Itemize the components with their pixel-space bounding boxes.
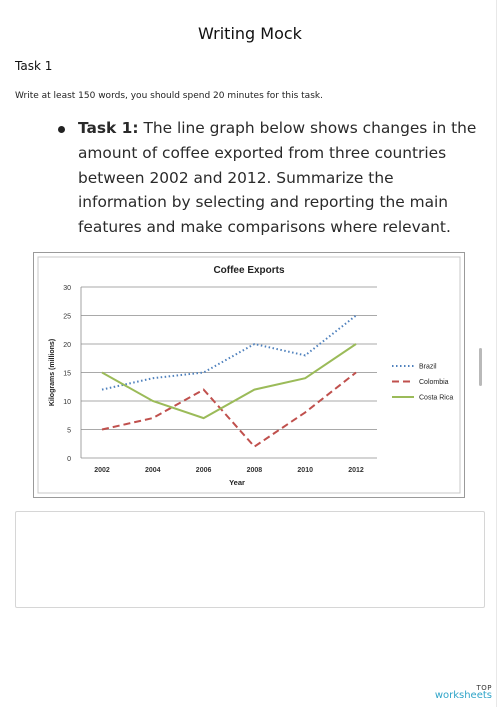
scrollbar-thumb[interactable]	[479, 348, 482, 386]
page-title: Writing Mock	[198, 24, 302, 43]
x-tick-label: 2006	[196, 467, 212, 474]
instruction-text: Write at least 150 words, you should spe…	[15, 91, 323, 101]
y-axis-label: Kilograms (millions)	[49, 339, 56, 406]
x-tick-label: 2002	[94, 467, 110, 474]
x-axis-label: Year	[229, 478, 245, 487]
y-tick-label: 0	[67, 456, 71, 463]
brand-logo: TOP worksheets	[435, 684, 492, 701]
y-tick-label: 15	[63, 371, 71, 378]
task-text: Task 1: The line graph below shows chang…	[78, 116, 478, 240]
legend-label: Brazil	[419, 364, 437, 371]
legend-label: Costa Rica	[419, 395, 453, 402]
legend-label: Colombia	[419, 379, 449, 386]
task-label: Task 1	[15, 59, 53, 73]
y-tick-label: 10	[63, 399, 71, 406]
task-body: The line graph below shows changes in th…	[78, 119, 477, 237]
y-tick-label: 5	[67, 428, 71, 435]
coffee-exports-chart: Coffee Exports 0 5 10 15 20 25 30 2002 2004 2006 20…	[37, 256, 461, 494]
x-tick-label: 2010	[297, 467, 313, 474]
bullet-icon	[58, 126, 65, 133]
chart-title: Coffee Exports	[213, 265, 285, 276]
brand-bottom: worksheets	[434, 690, 492, 701]
y-tick-label: 30	[63, 285, 71, 292]
page-edge	[496, 0, 497, 707]
y-tick-label: 25	[63, 314, 71, 321]
x-tick-label: 2004	[145, 467, 161, 474]
series-line-costa-rica	[101, 343, 357, 420]
x-tick-label: 2008	[247, 467, 263, 474]
answer-input[interactable]	[15, 511, 485, 608]
y-tick-label: 20	[63, 342, 71, 349]
series-line-colombia	[101, 371, 357, 448]
chart-image: Coffee Exports 0 5 10 15 20 25 30 2002 2004 2006 20…	[33, 252, 465, 498]
x-tick-label: 2012	[348, 467, 364, 474]
task-heading: Task 1:	[78, 119, 139, 137]
series-line-brazil	[101, 314, 357, 391]
brand-top: TOP	[476, 684, 492, 692]
